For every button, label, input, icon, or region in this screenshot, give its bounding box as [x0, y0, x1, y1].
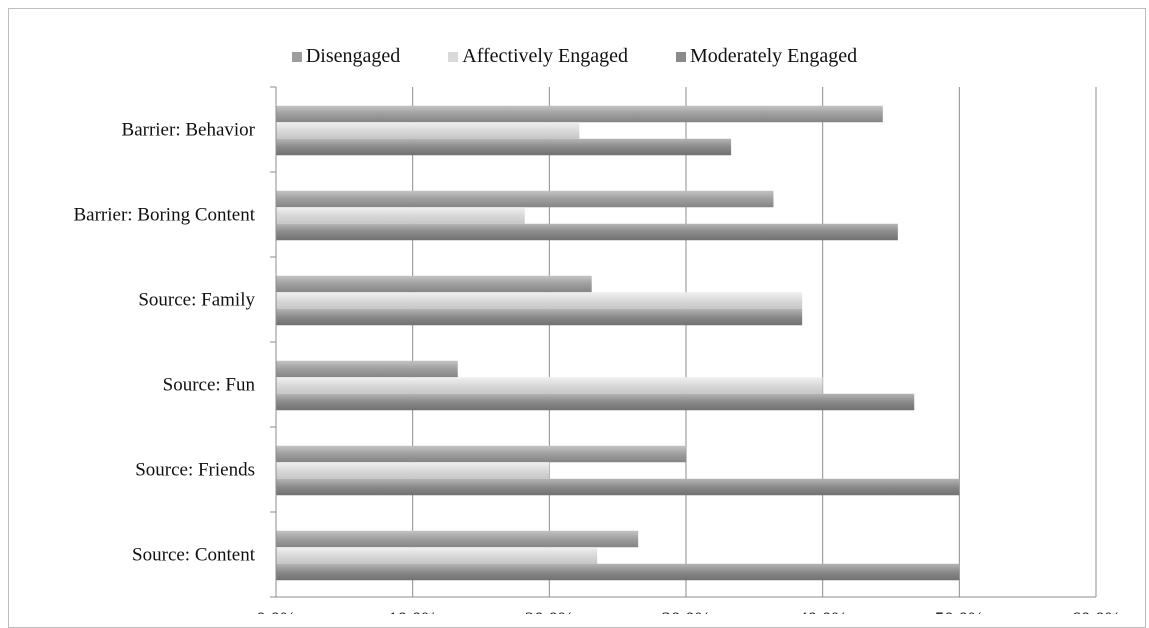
- legend-swatch-disengaged: [291, 51, 302, 62]
- axes: [270, 86, 1096, 598]
- bar-affectively-engaged-source-friends: [276, 462, 550, 479]
- y-tick-label: Source: Friends: [135, 460, 255, 481]
- bars: [276, 105, 960, 581]
- bar-disengaged-source-content: [276, 530, 639, 548]
- bar-affectively-engaged-source-fun: [276, 377, 823, 394]
- legend-item-moderately-engaged: Moderately Engaged: [675, 45, 858, 68]
- axis-labels: 0.0% 10.0% 20.0% 30.0% 40.0% 50.0% 60.0% Barrie…: [73, 120, 1120, 615]
- x-tick-label: 60.0%: [1071, 609, 1120, 614]
- bar-affectively-engaged-barrier-boring-content: [276, 207, 525, 224]
- legend-label-affectively-engaged: Affectively Engaged: [462, 45, 628, 67]
- x-tick-label: 30.0%: [661, 609, 710, 614]
- y-tick-label: Barrier: Boring Content: [73, 205, 255, 226]
- bar-disengaged-barrier-boring-content: [276, 190, 774, 208]
- bar-affectively-engaged-barrier-behavior: [276, 122, 580, 139]
- x-tick-label: 50.0%: [935, 609, 984, 614]
- x-tick-label: 0.0%: [256, 609, 296, 614]
- legend-item-affectively-engaged: Affectively Engaged: [448, 45, 628, 68]
- bar-disengaged-source-friends: [276, 445, 686, 463]
- bar-moderately-engaged-source-content: [276, 563, 960, 581]
- bar-disengaged-source-family: [276, 275, 592, 293]
- x-tick-label: 40.0%: [798, 609, 847, 614]
- x-tick-label: 10.0%: [388, 609, 437, 614]
- bar-moderately-engaged-source-friends: [276, 478, 960, 496]
- x-tick-label: 20.0%: [525, 609, 574, 614]
- bar-disengaged-source-fun: [276, 360, 458, 378]
- bar-affectively-engaged-source-family: [276, 292, 803, 309]
- legend-label-moderately-engaged: Moderately Engaged: [689, 45, 858, 67]
- bar-affectively-engaged-source-content: [276, 547, 598, 564]
- bar-chart: 0.0% 10.0% 20.0% 30.0% 40.0% 50.0% 60.0% Barrie…: [73, 86, 1121, 615]
- bar-moderately-engaged-barrier-boring-content: [276, 223, 898, 241]
- bar-moderately-engaged-source-fun: [276, 393, 915, 411]
- legend: Disengaged Affectively Engaged Moderatel…: [0, 45, 1149, 68]
- y-tick-label: Source: Fun: [163, 375, 256, 396]
- grid-lines: [412, 87, 1097, 597]
- bar-moderately-engaged-barrier-behavior: [276, 138, 732, 156]
- y-tick-label: Source: Content: [132, 545, 256, 566]
- legend-label-disengaged: Disengaged: [305, 45, 401, 67]
- y-tick-label: Barrier: Behavior: [122, 120, 256, 141]
- legend-swatch-affectively-engaged: [448, 51, 459, 62]
- bar-moderately-engaged-source-family: [276, 308, 803, 326]
- legend-swatch-moderately-engaged: [675, 51, 686, 62]
- legend-item-disengaged: Disengaged: [291, 45, 401, 68]
- y-tick-label: Source: Family: [138, 290, 255, 311]
- bar-disengaged-barrier-behavior: [276, 105, 883, 123]
